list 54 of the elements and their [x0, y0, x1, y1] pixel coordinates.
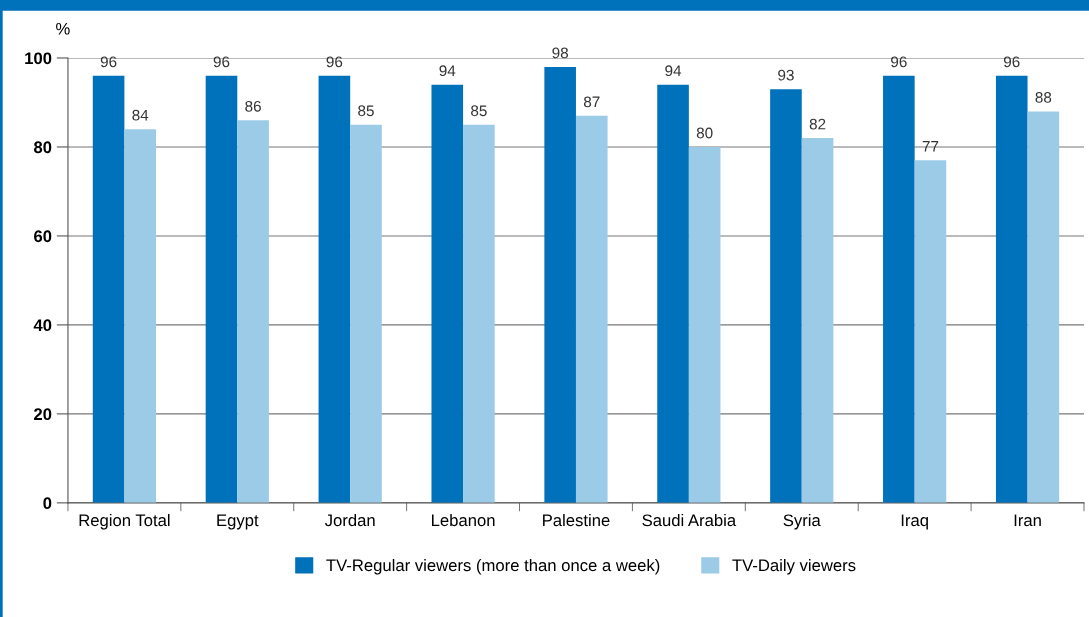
bar	[883, 75, 915, 503]
x-tick-label: Iraq	[901, 514, 928, 530]
y-tick-label: 80	[33, 141, 52, 154]
bar	[914, 160, 947, 503]
bar	[237, 120, 269, 503]
data-label: 84	[132, 109, 149, 121]
y-tick-label: 60	[34, 230, 52, 243]
data-label: 96	[1003, 56, 1020, 68]
y-tick-label: 100	[25, 52, 52, 65]
bar	[463, 124, 495, 503]
bar	[801, 138, 834, 503]
data-label: 96	[891, 56, 907, 68]
legend-label: TV-Regular viewers (more than once a week)	[326, 558, 660, 575]
bar	[1027, 111, 1060, 503]
bar	[995, 75, 1028, 503]
data-label: 85	[471, 105, 487, 117]
data-label: 86	[245, 100, 261, 112]
data-label: 94	[665, 65, 682, 77]
data-label: 96	[326, 56, 343, 68]
data-label: 93	[778, 69, 794, 81]
data-label: 88	[1035, 91, 1052, 103]
bar	[124, 129, 157, 503]
bar	[544, 66, 576, 503]
bar	[575, 115, 608, 503]
x-tick-label: Lebanon	[432, 513, 495, 527]
x-tick-label: Jordan	[324, 513, 375, 527]
bar	[688, 146, 721, 503]
data-label: 85	[358, 105, 374, 117]
data-label: 96	[213, 56, 230, 68]
legend-label: TV-Daily viewers	[732, 558, 856, 575]
x-tick-label: Egypt	[217, 514, 259, 530]
bar	[92, 75, 125, 503]
x-tick-label: Region Total	[79, 513, 170, 530]
bar	[318, 75, 351, 503]
data-label: 98	[552, 47, 568, 59]
x-tick-label: Iran	[1014, 514, 1041, 527]
x-tick-label: Syria	[783, 513, 821, 530]
y-tick-label: 20	[34, 408, 52, 421]
x-tick-label: Saudi Arabia	[642, 513, 737, 527]
bar	[350, 124, 382, 503]
bar	[431, 84, 464, 503]
data-label: 96	[100, 56, 117, 68]
data-label: 87	[583, 96, 600, 108]
bar	[657, 84, 689, 503]
data-label: 77	[922, 141, 939, 152]
data-label: 94	[439, 65, 456, 77]
y-axis-title: %	[56, 22, 70, 35]
y-tick-label: 40	[33, 319, 52, 332]
data-label: 82	[809, 118, 826, 130]
bar	[770, 89, 802, 503]
x-tick-label: Palestine	[543, 513, 610, 527]
bar	[205, 75, 238, 503]
y-tick-label: 0	[43, 497, 52, 510]
data-label: 80	[696, 127, 713, 139]
